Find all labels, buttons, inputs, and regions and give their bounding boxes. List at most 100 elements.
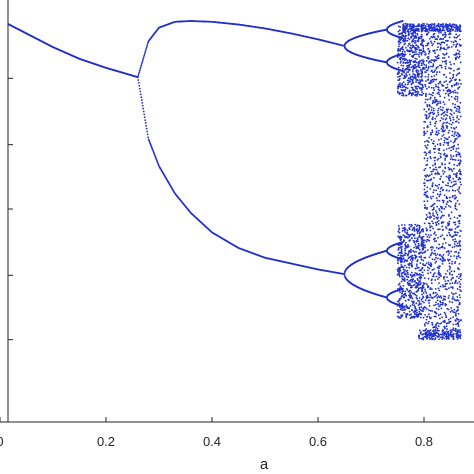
data-point: [434, 221, 437, 224]
data-point: [455, 44, 458, 46]
data-point: [433, 74, 436, 77]
data-point: [454, 106, 457, 109]
data-point: [447, 308, 450, 311]
data-point: [404, 32, 407, 34]
data-point: [440, 108, 442, 111]
data-point: [458, 294, 461, 296]
data-point: [420, 258, 423, 261]
data-point: [410, 32, 413, 35]
data-point: [430, 93, 433, 96]
data-point: [414, 39, 416, 42]
data-point: [407, 71, 410, 73]
data-point: [425, 152, 428, 155]
data-point: [444, 31, 446, 34]
data-point: [397, 289, 399, 292]
data-point: [414, 57, 417, 60]
data-point: [435, 85, 437, 88]
data-point: [428, 309, 430, 312]
data-point: [429, 166, 432, 169]
data-point: [437, 308, 440, 311]
data-point: [445, 48, 448, 51]
data-point: [443, 53, 446, 56]
data-point: [428, 86, 430, 88]
data-point: [431, 258, 434, 261]
data-point: [433, 258, 436, 261]
data-point: [446, 89, 449, 92]
data-point: [453, 298, 455, 300]
data-point: [450, 200, 453, 203]
data-point: [407, 37, 410, 40]
data-point: [436, 185, 438, 187]
data-point: [437, 82, 440, 85]
data-point: [453, 167, 455, 170]
data-point: [444, 302, 447, 305]
data-point: [454, 223, 457, 226]
data-point: [420, 251, 423, 253]
data-point: [427, 67, 430, 70]
data-point: [402, 61, 405, 63]
data-point: [458, 281, 461, 283]
data-point: [438, 209, 441, 212]
data-point: [404, 292, 406, 295]
data-point: [458, 55, 461, 58]
data-point: [449, 112, 452, 115]
data-point: [435, 127, 438, 130]
data-point: [411, 46, 414, 49]
data-point: [421, 71, 424, 74]
data-point: [419, 280, 421, 282]
data-point: [439, 258, 442, 261]
data-point: [427, 269, 429, 272]
data-point: [454, 299, 457, 302]
data-point: [433, 32, 436, 35]
data-point: [415, 79, 418, 81]
data-point: [456, 309, 459, 312]
data-point: [422, 40, 425, 42]
data-point: [400, 64, 403, 67]
data-point: [442, 118, 445, 120]
data-point: [440, 206, 443, 209]
data-point: [446, 86, 449, 89]
data-point: [436, 134, 439, 136]
data-point: [424, 68, 426, 70]
data-point: [453, 243, 456, 246]
data-point: [137, 74, 140, 77]
data-point: [447, 94, 450, 97]
data-point: [410, 285, 413, 287]
data-point: [413, 230, 416, 232]
data-point: [426, 249, 429, 251]
data-point: [415, 50, 417, 53]
data-point: [448, 199, 451, 202]
data-point: [399, 235, 401, 238]
data-point: [411, 274, 414, 277]
data-point: [429, 152, 431, 154]
data-point: [402, 227, 404, 230]
data-point: [457, 118, 460, 121]
data-point: [421, 284, 424, 287]
data-point: [452, 234, 455, 237]
data-point: [419, 277, 422, 280]
data-point: [432, 107, 435, 110]
data-point: [456, 172, 458, 175]
data-point: [449, 185, 452, 188]
data-point: [415, 65, 418, 68]
data-point: [448, 136, 451, 139]
data-point: [458, 186, 461, 189]
data-point: [419, 60, 421, 62]
data-point: [424, 167, 427, 170]
data-point: [438, 149, 441, 152]
data-point: [448, 265, 451, 268]
data-point: [417, 85, 420, 88]
data-point: [442, 299, 444, 302]
data-point: [433, 202, 436, 205]
data-point: [421, 74, 423, 77]
data-point: [431, 251, 433, 254]
data-point: [418, 255, 421, 258]
data-point: [430, 106, 433, 109]
data-point: [437, 228, 439, 231]
data-point: [440, 186, 443, 189]
data-point: [418, 51, 421, 54]
data-point: [403, 296, 406, 299]
data-point: [417, 240, 419, 243]
data-point: [432, 80, 435, 83]
